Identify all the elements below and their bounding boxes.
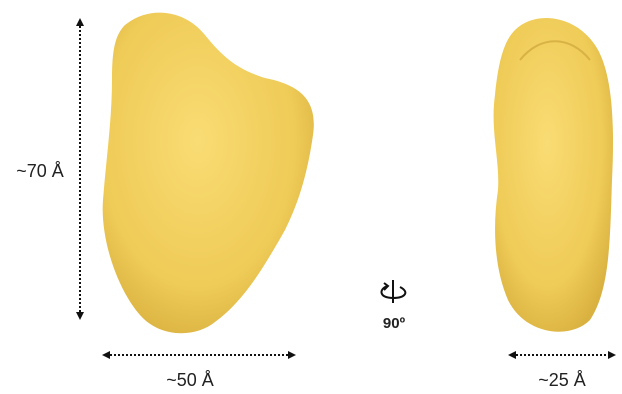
rotation-icon [381, 280, 405, 303]
width-label: ~50 Å [166, 370, 214, 390]
figure: ~70 Å ~50 Å ~25 Å 90º [0, 0, 622, 394]
height-label: ~70 Å [16, 161, 64, 181]
depth-label: ~25 Å [538, 370, 586, 390]
envelope-front [103, 13, 314, 334]
envelope-side [494, 18, 613, 332]
rotation-label: 90º [383, 315, 406, 332]
